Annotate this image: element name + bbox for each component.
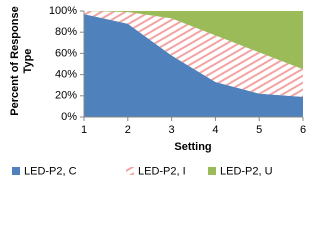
x-tick-label: 6 — [300, 124, 306, 136]
legend-label: LED-P2, C — [24, 165, 77, 177]
legend-swatch — [208, 167, 216, 175]
y-axis-title: Percent of Response Type — [9, 6, 34, 116]
legend-label: LED-P2, I — [138, 165, 186, 177]
y-tick-label: 0% — [61, 111, 77, 123]
area — [84, 11, 303, 70]
y-tick-label: 100% — [49, 5, 77, 17]
x-axis-title: Setting — [174, 141, 211, 153]
x-tick-label: 5 — [256, 124, 262, 136]
y-tick-label: 40% — [55, 69, 77, 81]
chart: Setting 0% 20% 40% 60% 80% 100% 1 2 3 4 5 6 LED-P2, … — [9, 5, 306, 178]
x-tick-label: 3 — [169, 124, 175, 136]
chart-svg: Setting 0% 20% 40% 60% 80% 100% 1 2 3 4 5 6 LED-P2, … — [12, 5, 306, 177]
x-tick-label: 2 — [125, 124, 131, 136]
x-tick-label: 1 — [81, 124, 87, 136]
legend-swatch — [12, 167, 20, 175]
area — [84, 11, 303, 97]
legend-swatch — [126, 167, 134, 175]
x-tick-label: 4 — [212, 124, 218, 136]
y-tick-label: 60% — [55, 47, 77, 59]
y-tick-label: 20% — [55, 90, 77, 102]
y-tick-label: 80% — [55, 26, 77, 38]
legend-label: LED-P2, U — [220, 165, 273, 177]
area — [84, 14, 303, 117]
